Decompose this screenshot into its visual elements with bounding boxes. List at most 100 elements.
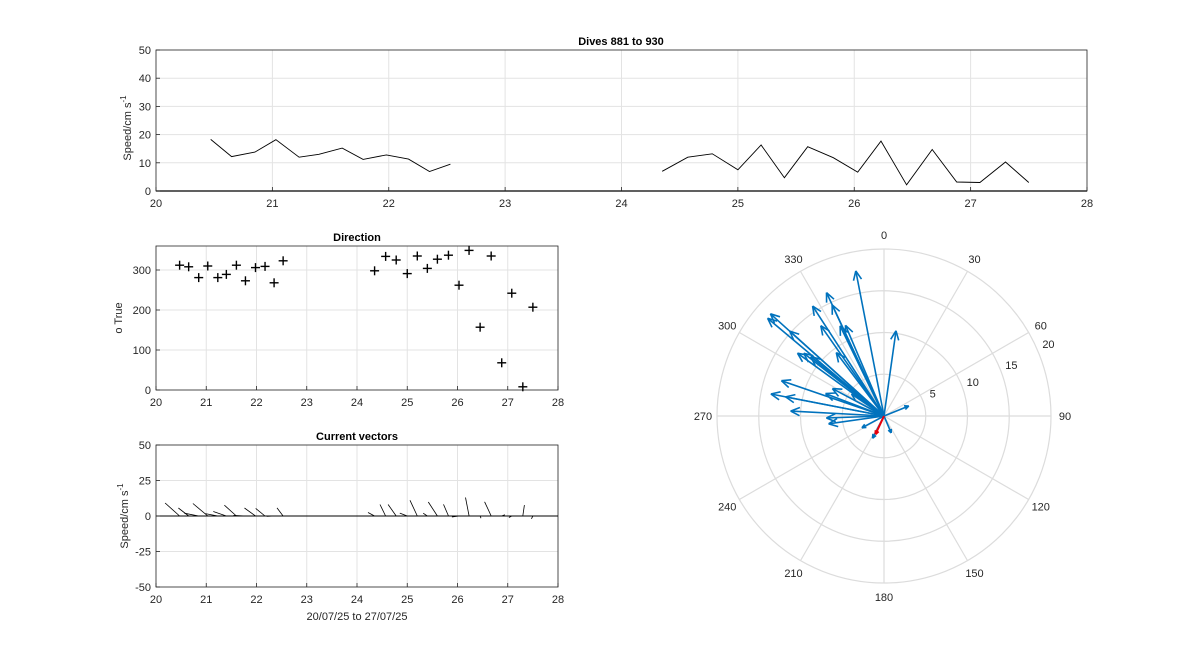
vectors-x-tick-label: 27 — [502, 594, 514, 606]
compass-radial-label: 10 — [967, 377, 979, 389]
compass-arrow-head — [850, 393, 856, 401]
current-vector — [379, 504, 386, 517]
compass-arrow-head — [785, 393, 796, 398]
compass-arrow-head — [789, 330, 800, 335]
direction-point — [497, 358, 507, 368]
compass-arrow-head — [831, 304, 841, 312]
speed-x-tick-label: 21 — [266, 198, 278, 210]
compass-arrow-head — [826, 412, 836, 419]
direction-y-tick-label: 0 — [145, 385, 151, 397]
direction-point — [402, 269, 412, 279]
speed-x-tick-label: 27 — [965, 198, 977, 210]
compass-arrow-head — [825, 291, 835, 300]
direction-point — [250, 263, 260, 273]
speed-y-tick-label: 40 — [139, 73, 151, 85]
direction-point — [370, 266, 380, 276]
compass-arrow-shaft — [811, 305, 885, 417]
direction-point — [475, 322, 485, 332]
compass-arrow-head — [766, 317, 773, 328]
compass-arrow — [809, 355, 885, 417]
current-vector — [409, 500, 418, 517]
compass-arrow — [831, 304, 885, 417]
compass-plot: 0 30 60 90 120 150 180 210 240 270 300 330 5 10 15 20 — [694, 230, 1071, 604]
speed-y-axis-label: Speed/cm s-1 — [119, 95, 134, 161]
speed-x-tick-label: 20 — [150, 198, 162, 210]
compass-spoke — [883, 415, 1029, 501]
current-vector — [367, 512, 375, 517]
compass-arrow-shaft — [855, 270, 885, 417]
direction-point — [221, 269, 231, 279]
current-vector — [192, 503, 209, 517]
compass-angle-label: 30 — [968, 254, 980, 266]
direction-x-tick-label: 27 — [502, 397, 514, 409]
speed-x-tick-label: 23 — [499, 198, 511, 210]
compass-arrow — [811, 305, 885, 417]
direction-point — [231, 260, 241, 270]
compass-angle-label: 150 — [965, 568, 983, 580]
compass-arrow-head — [780, 380, 790, 389]
compass-arrow — [824, 392, 885, 417]
compass-spoke — [883, 271, 969, 417]
speed-x-tick-label: 22 — [383, 198, 395, 210]
speed-x-tick-label: 25 — [732, 198, 744, 210]
vectors-x-tick-label: 24 — [351, 594, 363, 606]
current-vector — [224, 504, 237, 517]
direction-point — [175, 260, 185, 270]
compass-arrow-shaft — [785, 396, 885, 417]
current-vector — [443, 504, 449, 517]
compass-angle-label: 240 — [718, 502, 736, 514]
compass-arrow-shaft — [883, 405, 910, 417]
speed-x-tick-label: 26 — [848, 198, 860, 210]
current-vector — [522, 505, 525, 517]
direction-point — [528, 302, 538, 312]
compass-arrow-head — [788, 330, 795, 341]
compass-arrow-head — [844, 324, 854, 333]
vectors-x-tick-label: 20 — [150, 594, 162, 606]
compass-arrow-head — [824, 393, 834, 402]
vectors-y-tick-label: -25 — [135, 547, 151, 559]
compass-arrow-head — [796, 352, 804, 363]
current-vectors-panel: 20 21 22 23 24 25 26 27 28 -50 -25 0 25 50 Current ve… — [116, 431, 564, 623]
compass-arrow-head — [767, 317, 778, 322]
compass-arrow-head — [890, 330, 897, 340]
direction-point — [412, 251, 422, 261]
current-vector — [164, 502, 180, 517]
vectors-x-tick-label: 22 — [250, 594, 262, 606]
compass-spoke — [799, 271, 885, 417]
compass-mean-arrow-shaft — [874, 415, 885, 435]
compass-arrow-shaft — [790, 410, 885, 417]
compass-radial-label: 15 — [1005, 360, 1017, 372]
compass-arrow — [861, 415, 885, 429]
compass-arrow-head — [770, 391, 781, 395]
compass-arrow-shaft — [810, 355, 885, 417]
direction-x-tick-label: 24 — [351, 397, 363, 409]
direction-x-tick-label: 22 — [250, 397, 262, 409]
compass-arrow — [790, 406, 885, 417]
direction-point — [391, 255, 401, 265]
compass-arrow-head — [797, 352, 808, 356]
speed-line-segment-1 — [210, 139, 451, 172]
direction-point — [518, 382, 528, 392]
direction-y-axis-label: o True — [113, 302, 125, 333]
compass-arrow-head — [851, 393, 859, 397]
speed-x-tick-label: 24 — [615, 198, 627, 210]
direction-point — [240, 276, 250, 286]
vectors-x-tick-label: 21 — [200, 594, 212, 606]
vectors-x-tick-label: 28 — [552, 594, 564, 606]
vectors-y-axis-label: Speed/cm s-1 — [116, 483, 131, 549]
compass-arrow-head — [828, 423, 839, 428]
compass-arrow-head — [828, 417, 838, 425]
direction-point — [507, 288, 517, 298]
compass-arrow-head — [855, 270, 863, 280]
direction-point — [184, 262, 194, 272]
direction-point — [486, 251, 496, 261]
compass-arrow — [883, 415, 893, 434]
compass-arrow-shaft — [831, 304, 885, 417]
current-vector — [484, 501, 492, 517]
compass-arrow-shaft — [832, 387, 885, 417]
compass-spoke — [739, 331, 885, 417]
compass-spoke — [799, 415, 885, 561]
current-vector — [465, 497, 470, 517]
compass-arrow — [883, 405, 910, 417]
vectors-x-tick-label: 26 — [451, 594, 463, 606]
